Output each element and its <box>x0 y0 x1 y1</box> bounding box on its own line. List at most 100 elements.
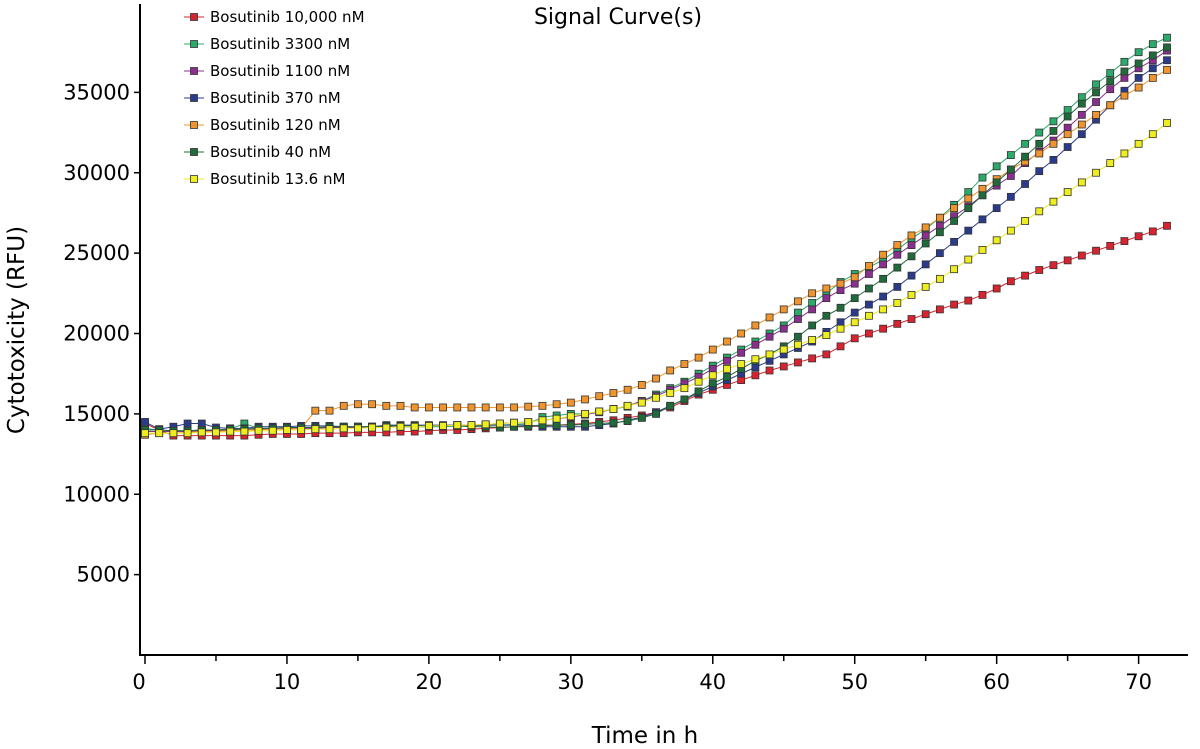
legend-item: Bosutinib 3300 nM <box>184 35 350 53</box>
data-point <box>935 249 944 258</box>
data-point <box>680 360 689 368</box>
data-point <box>1120 237 1129 245</box>
data-point <box>964 204 973 213</box>
data-point <box>595 392 604 401</box>
x-tick-label: 30 <box>557 670 584 694</box>
data-point <box>510 418 518 427</box>
y-tick-label: 5000 <box>77 563 130 587</box>
data-point <box>907 252 916 261</box>
data-point <box>1106 159 1115 168</box>
data-point <box>581 420 589 429</box>
data-point <box>652 393 660 402</box>
data-point <box>538 416 547 425</box>
data-point <box>1134 59 1143 68</box>
data-point <box>382 423 391 432</box>
data-point <box>1063 106 1072 114</box>
data-point <box>992 178 1001 187</box>
data-point <box>1063 130 1072 139</box>
data-point <box>637 381 646 389</box>
data-point <box>495 419 504 428</box>
y-axis-title: Cytotoxicity (RFU) <box>4 226 30 434</box>
legend-label: Bosutinib 3300 nM <box>210 35 350 53</box>
data-point <box>964 255 973 264</box>
data-point <box>652 374 660 383</box>
data-point <box>1021 152 1029 161</box>
x-tick-label: 0 <box>132 670 145 694</box>
data-point <box>808 336 817 344</box>
data-point <box>779 324 788 333</box>
axes <box>139 4 1188 656</box>
data-point <box>354 400 362 409</box>
legend-item: Bosutinib 370 nM <box>184 89 341 107</box>
legend-label: Bosutinib 40 nM <box>210 143 331 161</box>
data-point <box>893 282 902 291</box>
data-point <box>1163 65 1171 74</box>
data-point <box>794 340 802 349</box>
data-point <box>907 241 916 249</box>
data-point <box>1063 123 1072 132</box>
data-point <box>1163 119 1171 127</box>
data-point <box>1006 226 1015 235</box>
data-point <box>623 401 632 410</box>
legend-label: Bosutinib 120 nM <box>210 116 341 134</box>
data-point <box>978 246 987 254</box>
data-point <box>1021 271 1029 280</box>
data-point <box>992 284 1001 293</box>
data-point <box>268 426 277 435</box>
data-point <box>1092 110 1100 119</box>
data-point <box>708 364 717 373</box>
data-point <box>1163 56 1171 65</box>
data-point <box>1163 43 1171 52</box>
series-line <box>144 225 1168 437</box>
data-point <box>1035 207 1044 216</box>
legend-item: Bosutinib 13.6 nM <box>184 170 345 188</box>
data-point <box>723 337 731 346</box>
data-point <box>723 373 731 381</box>
data-point <box>737 348 746 357</box>
data-point <box>552 400 561 409</box>
data-point <box>396 401 405 410</box>
data-point <box>950 237 958 246</box>
data-point <box>183 429 192 438</box>
data-point <box>737 376 746 385</box>
data-point <box>1035 128 1044 137</box>
y-tick-label: 20000 <box>63 322 130 346</box>
data-point <box>1006 172 1015 180</box>
data-point <box>907 291 916 299</box>
legend-label: Bosutinib 10,000 nM <box>210 8 365 26</box>
data-point <box>978 191 987 200</box>
data-point <box>978 215 987 224</box>
data-point <box>1049 117 1058 126</box>
data-point <box>893 263 902 272</box>
data-point <box>794 308 802 317</box>
data-point <box>141 429 149 438</box>
data-point <box>680 395 689 404</box>
data-point <box>921 282 930 291</box>
legend-label: Bosutinib 13.6 nM <box>210 170 345 188</box>
data-point <box>666 366 675 375</box>
data-point <box>453 403 462 412</box>
data-point <box>481 420 490 429</box>
data-point <box>779 345 788 354</box>
data-point <box>467 421 476 430</box>
data-point <box>666 389 675 397</box>
x-tick-label: 60 <box>983 670 1010 694</box>
data-point <box>1148 40 1157 49</box>
data-point <box>879 324 888 333</box>
data-point <box>396 422 405 431</box>
data-point <box>893 299 902 307</box>
data-point <box>822 294 831 303</box>
data-point <box>581 409 589 418</box>
data-point <box>1092 168 1100 177</box>
data-point <box>1063 256 1072 265</box>
data-point <box>1120 91 1129 100</box>
data-point <box>595 407 604 416</box>
x-axis-title: Time in h <box>591 723 698 749</box>
data-point <box>723 364 731 373</box>
data-point <box>212 428 220 437</box>
data-point <box>907 231 916 240</box>
data-point <box>1021 217 1029 225</box>
data-point <box>1063 188 1072 196</box>
data-point <box>808 354 817 363</box>
